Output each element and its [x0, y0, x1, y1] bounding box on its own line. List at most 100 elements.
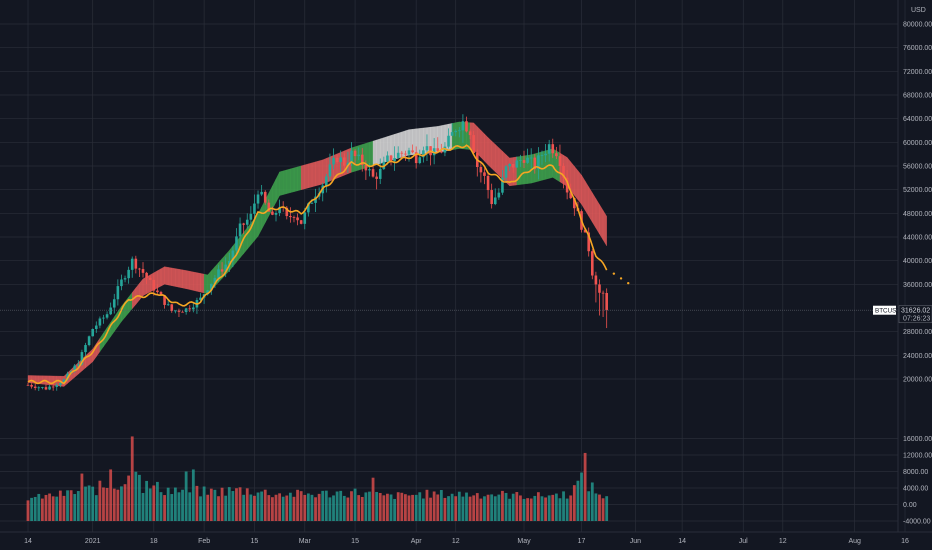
volume-bar — [37, 493, 41, 521]
candle-body — [188, 308, 192, 310]
volume-bar — [102, 487, 105, 521]
candle-body — [105, 314, 109, 318]
band-segment — [283, 169, 287, 195]
price-axis[interactable]: 80000.00 76000.00 72000.00 68000.00 64000.00… — [903, 22, 932, 526]
candle-body — [472, 135, 475, 153]
volume-bar — [558, 498, 562, 521]
band-segment — [484, 133, 489, 166]
volume-bar — [134, 471, 138, 521]
candle-body — [573, 198, 576, 209]
volume-bar — [493, 496, 497, 521]
volume-bar — [483, 496, 486, 521]
candle-body — [170, 304, 174, 311]
band-segment — [318, 159, 323, 186]
band-segment — [487, 137, 492, 169]
candle-body — [493, 197, 497, 205]
price-tick-label: 20000.00 — [903, 377, 932, 384]
price-tick-label: 76000.00 — [903, 45, 932, 52]
candle-body — [497, 192, 501, 198]
volume-bar — [98, 480, 102, 521]
volume-bar — [33, 496, 37, 521]
volume-bar — [407, 495, 411, 521]
candle-body — [138, 268, 141, 270]
candle-body — [112, 299, 116, 308]
volume-bar — [382, 495, 386, 521]
ma-projection-dot — [612, 272, 616, 275]
volume-bar — [105, 487, 109, 521]
candle-body — [346, 162, 350, 166]
volume-bar — [84, 486, 87, 521]
candle-body — [30, 384, 33, 387]
price-tick-label: 24000.00 — [903, 353, 932, 360]
candle-body — [285, 207, 289, 217]
candle-body — [540, 155, 544, 156]
candle-body — [389, 155, 393, 162]
volume-bar — [418, 492, 422, 521]
volume-bar — [368, 491, 371, 521]
candle-body — [357, 154, 360, 157]
volume-bar — [155, 481, 159, 521]
volume-bar — [303, 494, 307, 521]
band-segment — [495, 144, 500, 176]
time-axis[interactable]: 14 2021 18 Feb 15 Mar 15 Apr 12 May 17 Jun 14 Jul 12 Au… — [24, 538, 909, 545]
volume-bar — [159, 492, 163, 521]
candle-body — [605, 293, 608, 311]
volume-bar — [475, 493, 479, 521]
band-segment — [419, 127, 424, 155]
candle-body — [299, 220, 303, 224]
candle-body — [260, 191, 263, 195]
volume-bar — [91, 486, 95, 521]
volume-bar — [256, 492, 260, 521]
candle-body — [414, 152, 418, 164]
volume-bar — [551, 494, 555, 521]
volume-bar — [447, 496, 450, 521]
candle-body — [80, 352, 84, 365]
band-segment — [142, 276, 147, 296]
volume-bar — [80, 473, 84, 521]
time-tick-label: Mar — [299, 538, 312, 545]
volume-bar — [544, 497, 547, 521]
candle-body — [342, 157, 346, 166]
volume-bar — [166, 487, 170, 521]
band-segment — [376, 138, 381, 165]
volume-bar — [346, 497, 350, 521]
volume-bar — [66, 490, 69, 521]
candle-body — [479, 167, 483, 173]
price-tick-label: 12000.00 — [903, 453, 932, 460]
volume-bar — [112, 488, 116, 521]
last-price-tag: 31626.02 07:26:23 — [898, 305, 932, 324]
volume-bar — [120, 486, 123, 521]
candle-body — [235, 236, 238, 251]
price-tick-label: 40000.00 — [903, 258, 932, 265]
candle-body — [274, 212, 278, 215]
band-segment — [160, 266, 165, 287]
volume-bar — [396, 492, 400, 521]
candle-body — [418, 157, 422, 164]
price-tick-label: 4000.00 — [903, 486, 928, 493]
volume-bar — [296, 489, 299, 521]
price-tick-label: 56000.00 — [903, 164, 932, 171]
candle-body — [396, 152, 400, 158]
volume-bar — [188, 492, 192, 521]
candle-body — [44, 387, 48, 390]
candle-body — [220, 269, 224, 272]
candle-body — [436, 148, 440, 152]
candle-body — [242, 223, 245, 225]
volume-bar — [195, 485, 199, 521]
candle-body — [263, 191, 267, 203]
candle-body — [127, 269, 130, 279]
candle-body — [102, 317, 105, 319]
volume-bar — [285, 495, 289, 521]
band-segment — [498, 147, 503, 180]
volume-bars — [26, 436, 609, 521]
candle-body — [601, 292, 605, 294]
volume-bar — [522, 498, 526, 521]
volume-bar — [414, 494, 418, 521]
price-tick-label: 72000.00 — [903, 69, 932, 76]
volume-bar — [94, 495, 98, 521]
band-segment — [369, 140, 374, 168]
volume-bar — [529, 498, 533, 521]
volume-bar — [127, 475, 131, 521]
band-segment — [168, 267, 172, 286]
